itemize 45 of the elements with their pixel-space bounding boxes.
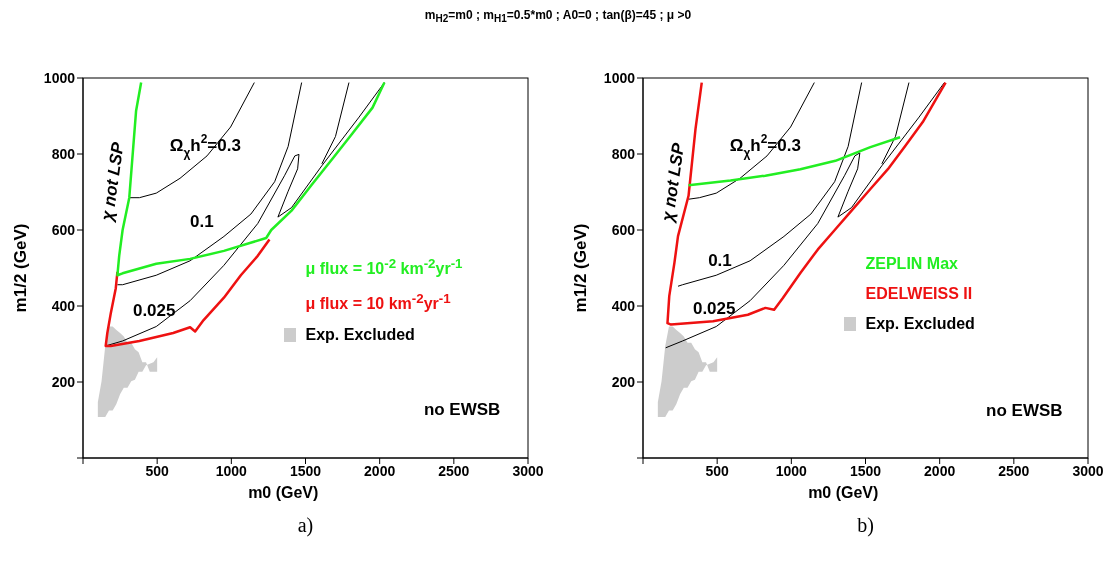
y-tick-label: 600 bbox=[51, 221, 76, 238]
x-tick-label: 500 bbox=[145, 462, 170, 479]
text: a) bbox=[296, 514, 315, 537]
annotation: no EWSB bbox=[423, 399, 501, 419]
text: ZEPLIN Max bbox=[865, 254, 959, 274]
legend-label: Exp. Excluded bbox=[865, 314, 975, 334]
text: b) bbox=[856, 514, 875, 537]
y-tick-label: 1000 bbox=[603, 69, 636, 86]
y-axis-title: m1/2 (GeV) bbox=[571, 223, 591, 313]
y-tick-label: 400 bbox=[51, 297, 76, 314]
text: EDELWEISS II bbox=[865, 284, 974, 304]
y-axis-title: m1/2 (GeV) bbox=[11, 223, 31, 313]
x-tick-label: 3000 bbox=[1072, 462, 1104, 479]
x-tick-label: 1500 bbox=[289, 462, 322, 479]
y-tick-label: 800 bbox=[611, 145, 636, 162]
y-tick-label: 200 bbox=[51, 373, 76, 390]
x-axis-title: m0 (GeV) bbox=[248, 484, 319, 501]
annotation: Ω$_{χ}$h$^{2}$=0.3 bbox=[169, 131, 241, 160]
annotation: 0.1 bbox=[708, 251, 732, 271]
x-axis-title: m0 (GeV) bbox=[808, 484, 879, 501]
y-tick-label: 1000 bbox=[43, 69, 76, 86]
x-tick-label: 3000 bbox=[512, 462, 544, 479]
legend-label: Exp. Excluded bbox=[305, 324, 415, 345]
text: μ flux = 10$^{-2}$ km$^{-2}$yr$^{-1}$ bbox=[305, 255, 463, 280]
annotation: 0.025 bbox=[132, 301, 176, 321]
annotation: 0.1 bbox=[189, 212, 214, 232]
text: μ flux = 10 km$^{-2}$yr$^{-1}$ bbox=[305, 290, 452, 315]
annotation: χ not LSP bbox=[97, 140, 129, 224]
y-tick-label: 600 bbox=[611, 221, 636, 238]
x-tick-label: 1500 bbox=[849, 462, 882, 479]
text: m$_{H2}$=m0 ; m$_{H1}$=0.5*m0 ; A0=0 ; tan(β)=45 ; μ >0 bbox=[423, 8, 693, 25]
x-tick-label: 2500 bbox=[438, 462, 470, 479]
y-tick-label: 200 bbox=[611, 373, 636, 390]
annotation: no EWSB bbox=[986, 401, 1063, 421]
x-tick-label: 2000 bbox=[364, 462, 396, 479]
y-tick-label: 800 bbox=[51, 145, 76, 162]
annotation: Ω$_{χ}$h$^{2}$=0.3 bbox=[729, 132, 801, 161]
x-tick-label: 2500 bbox=[998, 462, 1030, 479]
x-tick-label: 2000 bbox=[924, 462, 956, 479]
y-tick-label: 400 bbox=[611, 297, 636, 314]
x-tick-label: 1000 bbox=[775, 462, 808, 479]
x-tick-label: 500 bbox=[705, 462, 730, 479]
annotation: χ not LSP bbox=[658, 141, 689, 225]
x-tick-label: 1000 bbox=[215, 462, 248, 479]
annotation: 0.025 bbox=[692, 299, 736, 319]
